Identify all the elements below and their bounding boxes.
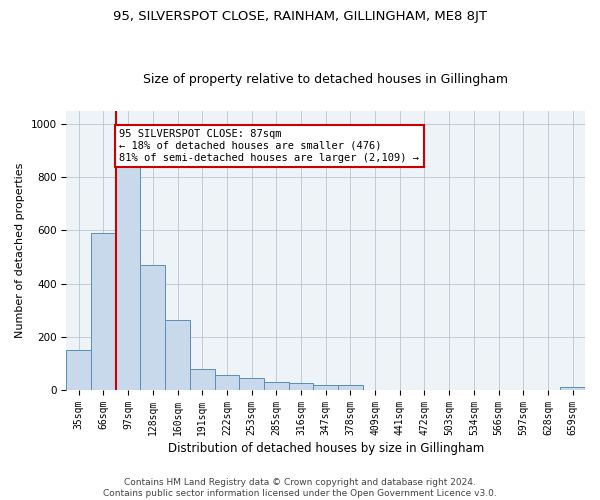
Text: 95, SILVERSPOT CLOSE, RAINHAM, GILLINGHAM, ME8 8JT: 95, SILVERSPOT CLOSE, RAINHAM, GILLINGHA… xyxy=(113,10,487,23)
Bar xyxy=(264,382,289,390)
Bar xyxy=(338,385,363,390)
X-axis label: Distribution of detached houses by size in Gillingham: Distribution of detached houses by size … xyxy=(167,442,484,455)
Text: Contains HM Land Registry data © Crown copyright and database right 2024.
Contai: Contains HM Land Registry data © Crown c… xyxy=(103,478,497,498)
Bar xyxy=(140,265,165,390)
Y-axis label: Number of detached properties: Number of detached properties xyxy=(15,162,25,338)
Bar xyxy=(67,350,91,390)
Bar xyxy=(91,233,116,390)
Bar xyxy=(289,384,313,390)
Bar xyxy=(165,320,190,390)
Bar xyxy=(239,378,264,390)
Bar xyxy=(215,376,239,390)
Bar xyxy=(313,385,338,390)
Bar xyxy=(190,369,215,390)
Title: Size of property relative to detached houses in Gillingham: Size of property relative to detached ho… xyxy=(143,73,508,86)
Bar xyxy=(116,150,140,390)
Text: 95 SILVERSPOT CLOSE: 87sqm
← 18% of detached houses are smaller (476)
81% of sem: 95 SILVERSPOT CLOSE: 87sqm ← 18% of deta… xyxy=(119,130,419,162)
Bar xyxy=(560,388,585,390)
